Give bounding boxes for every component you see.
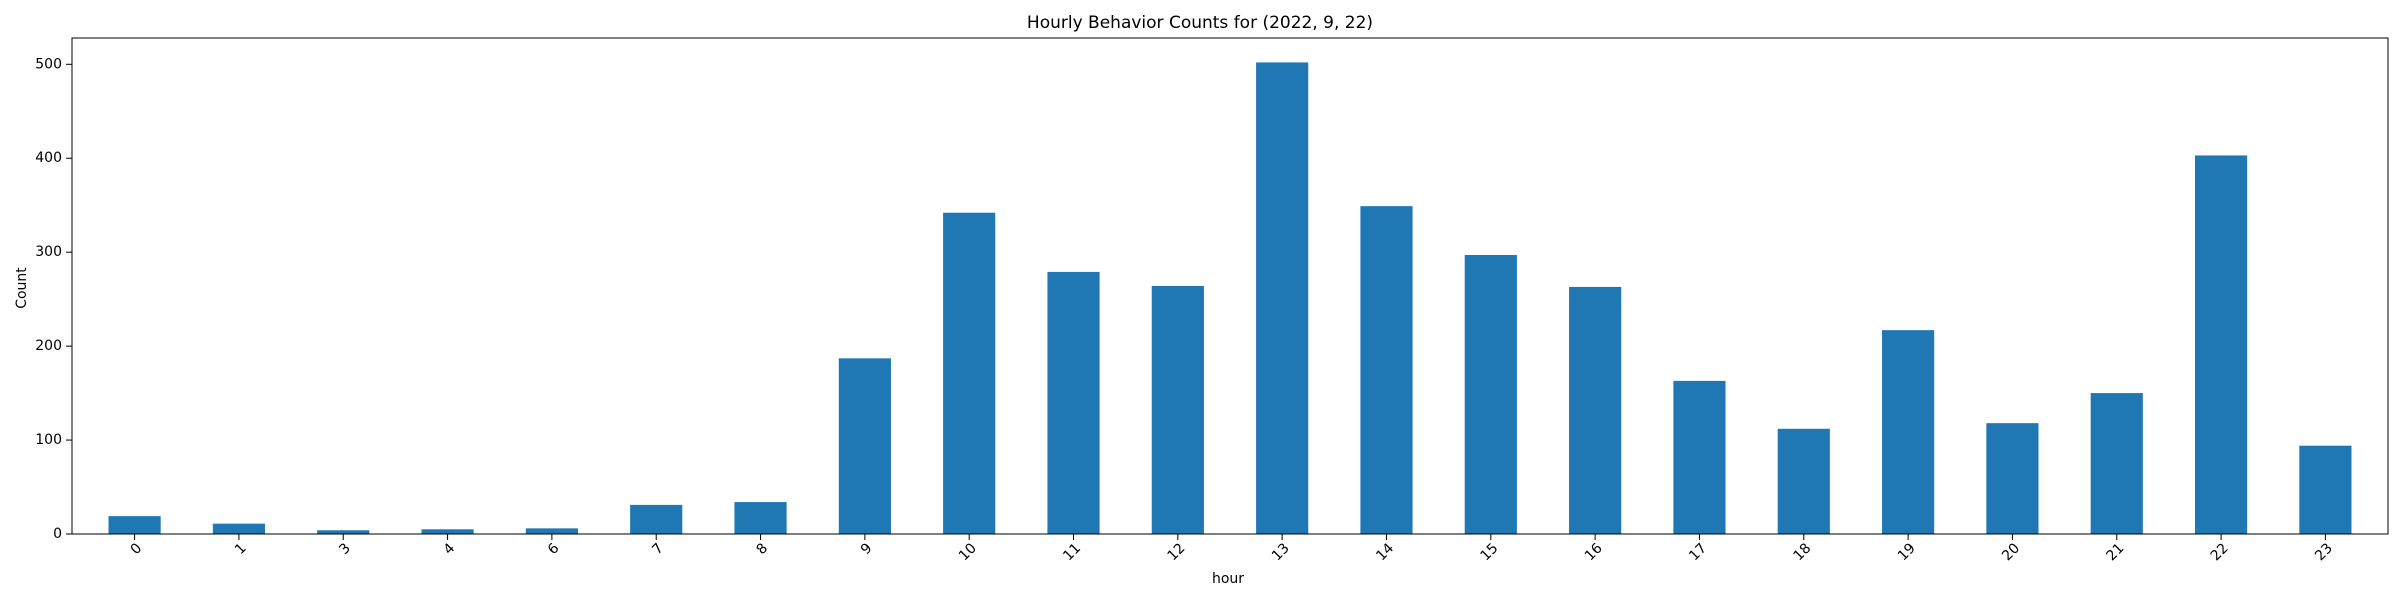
bar-hour-14 (1360, 206, 1413, 534)
bar-hour-19 (1882, 330, 1935, 534)
y-tick-label: 500 (35, 56, 62, 72)
x-tick-label: 4 (441, 540, 459, 558)
x-tick-label: 13 (1269, 540, 1293, 564)
bar-hour-7 (630, 504, 683, 534)
bar-hour-13 (1256, 62, 1309, 534)
bar-hour-22 (2195, 155, 2248, 534)
bar-hour-0 (108, 516, 161, 534)
x-tick-label: 20 (1999, 540, 2023, 564)
y-tick-label: 200 (35, 338, 62, 354)
x-tick-label: 23 (2312, 540, 2336, 564)
y-axis-title: Count (14, 267, 30, 309)
x-tick-label: 14 (1373, 540, 1397, 564)
plot-frame (71, 37, 2389, 535)
x-tick-label: 19 (1895, 540, 1919, 564)
bar-hour-20 (1986, 423, 2039, 534)
bar-hour-15 (1464, 255, 1517, 534)
bar-hour-10 (943, 212, 996, 534)
x-tick-label: 15 (1478, 540, 1502, 564)
x-tick-label: 7 (649, 540, 667, 558)
bar-hour-18 (1777, 428, 1830, 534)
bar-hour-4 (421, 529, 474, 534)
x-tick-label: 6 (545, 540, 563, 558)
bar-hour-11 (1047, 271, 1100, 534)
x-axis-title: hour (1212, 571, 1244, 587)
x-tick-label: 0 (128, 540, 146, 558)
x-tick-label: 12 (1165, 540, 1189, 564)
x-tick-label: 18 (1791, 540, 1815, 564)
bar-hour-9 (838, 358, 891, 534)
x-tick-label: 3 (336, 540, 354, 558)
y-ticks-group: 0 100 200 300 400 500 (35, 56, 72, 542)
bar-hour-6 (525, 528, 578, 534)
bar-hour-16 (1569, 286, 1622, 534)
x-tick-label: 8 (754, 540, 772, 558)
bar-hour-1 (212, 523, 265, 534)
x-tick-label: 21 (2103, 540, 2127, 564)
x-tick-label: 10 (956, 540, 980, 564)
y-tick-label: 400 (35, 150, 62, 166)
x-tick-label: 17 (1686, 540, 1710, 564)
y-tick-label: 300 (35, 244, 62, 260)
bar-hour-23 (2299, 445, 2352, 534)
bars-group (108, 62, 2352, 534)
bar-hour-8 (734, 502, 787, 534)
x-tick-label: 11 (1060, 540, 1084, 564)
bar-hour-3 (317, 530, 370, 534)
x-tick-label: 16 (1582, 540, 1606, 564)
chart-title: Hourly Behavior Counts for (2022, 9, 22) (1027, 13, 1373, 33)
y-tick-label: 0 (53, 526, 62, 542)
x-tick-label: 9 (858, 540, 876, 558)
bar-hour-17 (1673, 380, 1726, 534)
x-tick-label: 22 (2208, 540, 2232, 564)
x-tick-label: 1 (232, 540, 250, 558)
bar-hour-12 (1151, 286, 1204, 534)
y-tick-label: 100 (35, 432, 62, 448)
bar-hour-21 (2090, 393, 2143, 534)
x-ticks-group: 0 1 3 4 6 7 8 9 10 11 12 13 14 15 16 17 18 19 20 21 22 23 (128, 534, 2336, 564)
